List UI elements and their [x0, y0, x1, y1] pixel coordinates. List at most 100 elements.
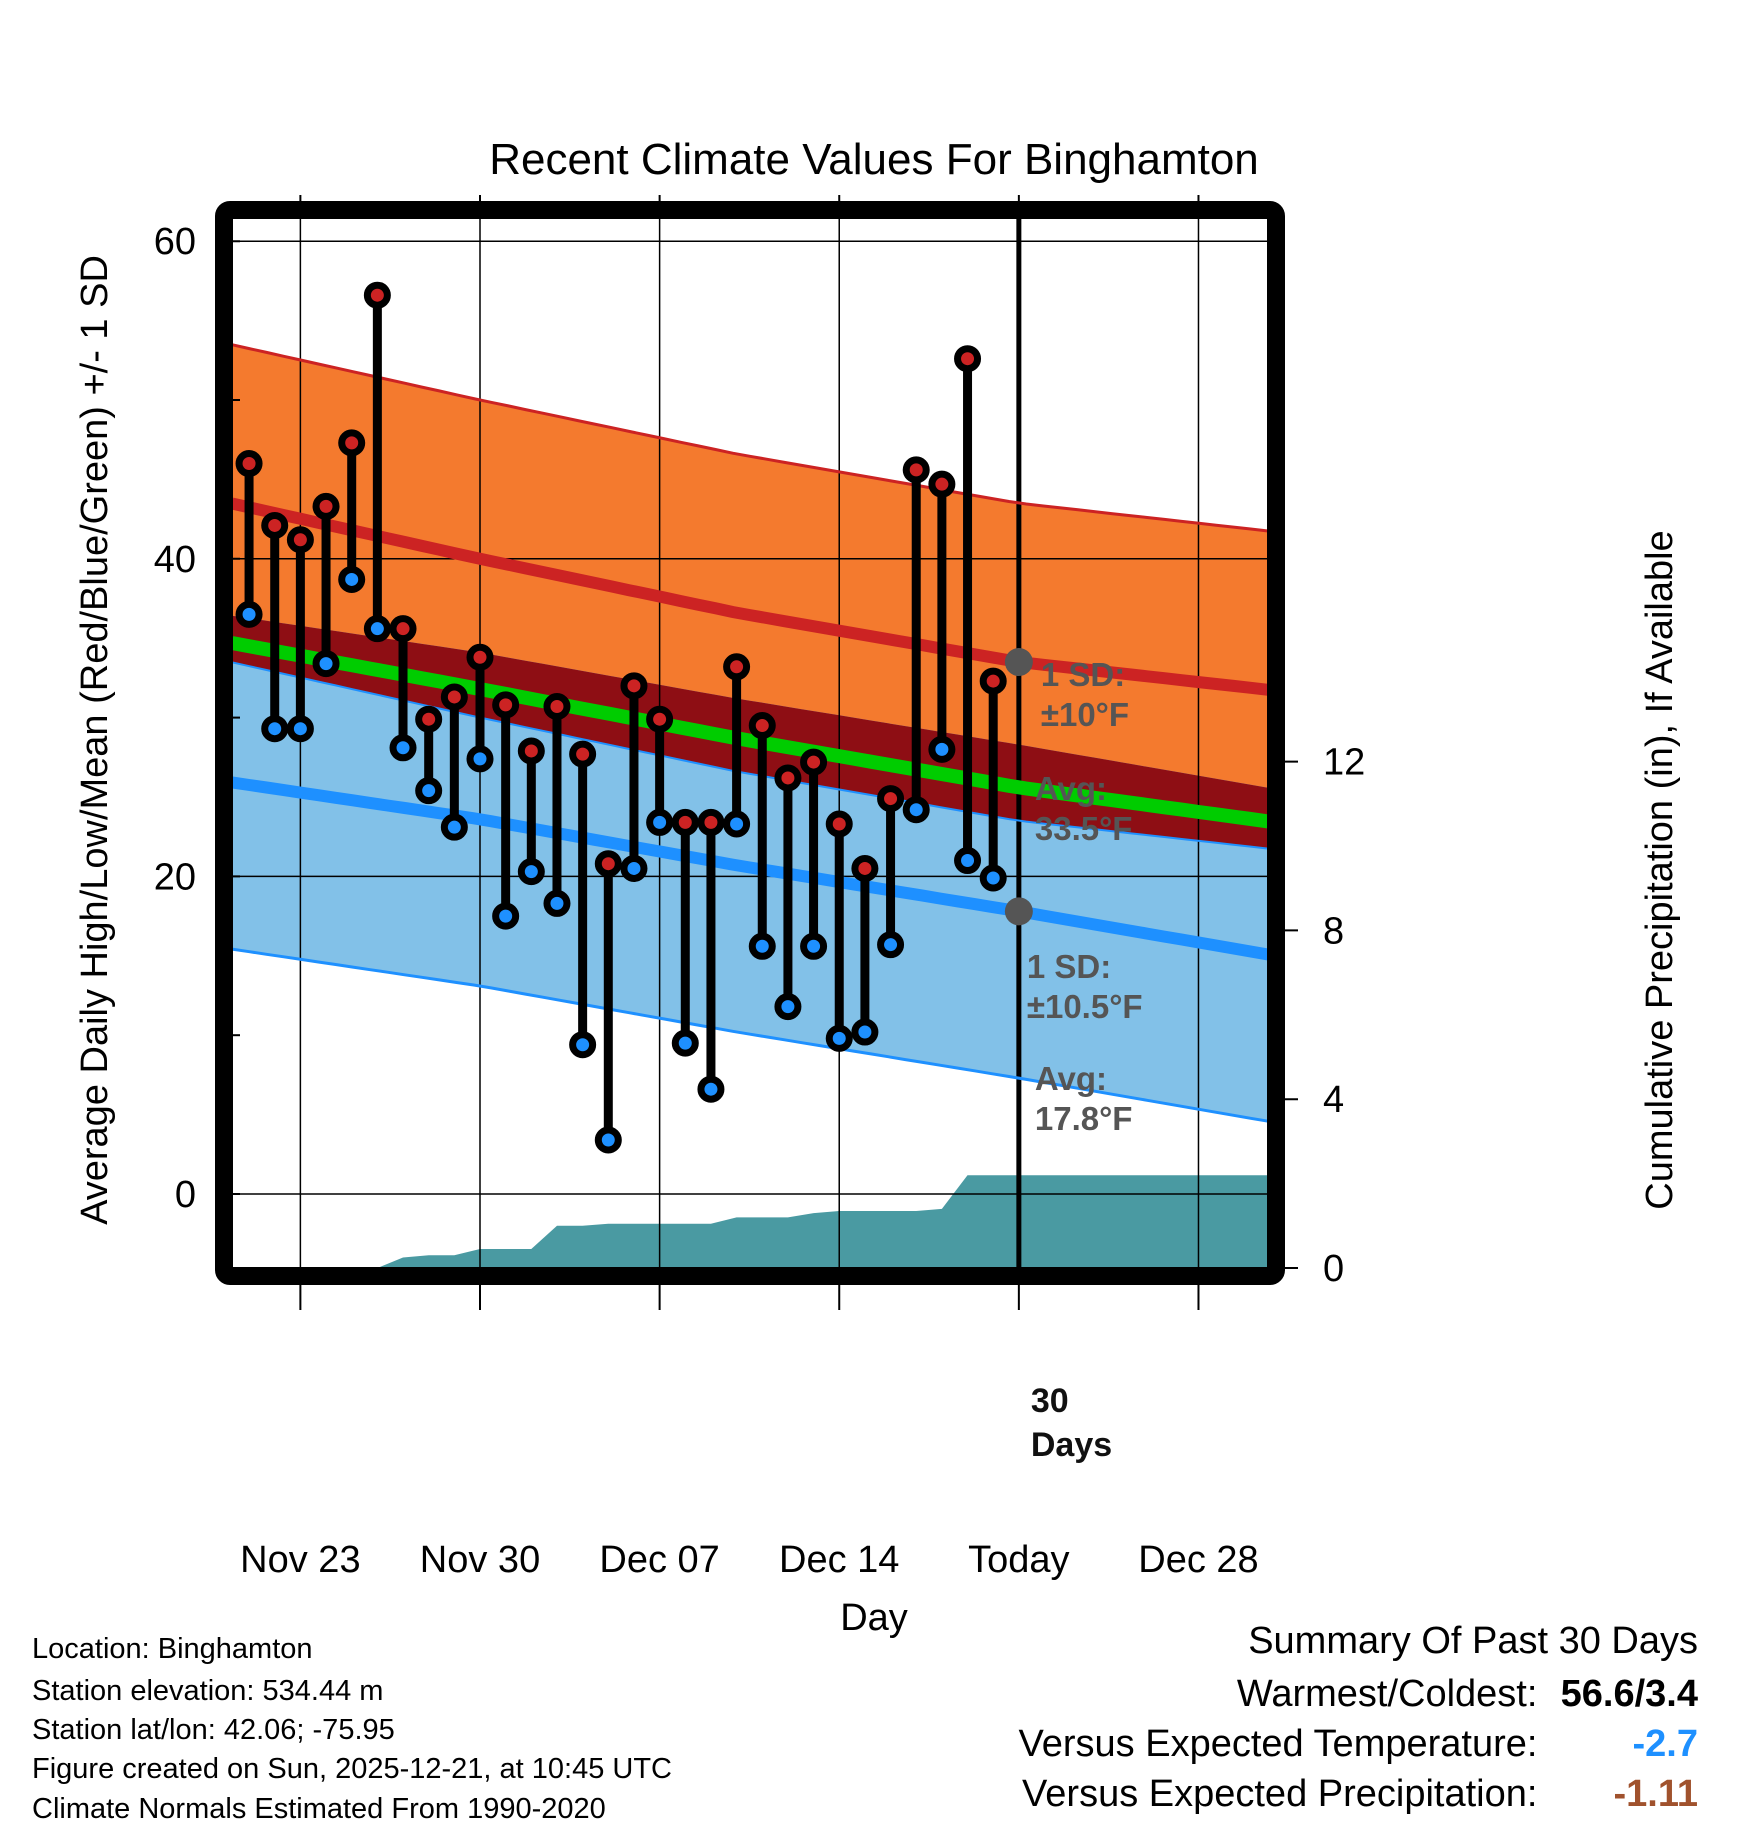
- observed-day: [620, 672, 648, 882]
- low-point: [492, 902, 520, 930]
- low-point: [569, 1031, 597, 1059]
- observed-day: [774, 764, 802, 1021]
- observed-day: [697, 808, 725, 1103]
- observed-day: [312, 492, 340, 678]
- observed-day: [723, 653, 751, 838]
- low-avg-marker: [1004, 897, 1033, 926]
- high-point: [389, 615, 417, 643]
- summary-warmest-row: Warmest/Coldest: 56.6/3.4: [1237, 1673, 1698, 1716]
- low-point: [594, 1126, 622, 1154]
- x-tick-label: Nov 23: [240, 1539, 360, 1581]
- high-point: [748, 712, 776, 740]
- low-point: [928, 735, 956, 763]
- low-sd-label: 1 SD:: [1027, 948, 1111, 985]
- days-label-text: Days: [1031, 1426, 1112, 1464]
- low-point: [338, 565, 366, 593]
- summary-precip-value: -1.11: [1613, 1773, 1698, 1815]
- low-sd-value: ±10.5°F: [1027, 988, 1143, 1025]
- footer-elevation: Station elevation: 534.44 m: [32, 1675, 384, 1707]
- low-avg-label: Avg:: [1035, 1060, 1107, 1097]
- observed-day: [928, 470, 956, 763]
- high-sd-label: 1 SD:: [1041, 656, 1125, 693]
- high-point: [697, 808, 725, 836]
- low-avg-value: 17.8°F: [1035, 1100, 1133, 1137]
- low-point: [671, 1029, 699, 1057]
- low-avg-line: [231, 776, 1270, 961]
- low-point: [389, 734, 417, 762]
- high-point: [261, 511, 289, 539]
- x-tick-label: Dec 07: [599, 1539, 719, 1581]
- x-tick-label: Dec 28: [1138, 1539, 1258, 1581]
- high-point: [543, 692, 571, 720]
- low-point: [312, 650, 340, 678]
- precip-cumulative-area: [232, 1175, 1268, 1268]
- high-plus-sd-line: [231, 343, 1269, 533]
- high-point: [646, 705, 674, 733]
- observed-day: [594, 850, 622, 1154]
- high-point: [954, 345, 982, 373]
- low-point: [851, 1018, 879, 1046]
- low-point: [286, 715, 314, 743]
- observed-day: [825, 810, 853, 1052]
- observed-day: [261, 511, 289, 743]
- observed-day: [851, 854, 879, 1046]
- high-point: [594, 850, 622, 878]
- low-point: [723, 810, 751, 838]
- chart-title: Recent Climate Values For Binghamton: [489, 135, 1259, 184]
- footer-latlon: Station lat/lon: 42.06; -75.95: [32, 1714, 395, 1746]
- observed-day: [877, 785, 905, 959]
- summary-warmest-label: Warmest/Coldest:: [1236, 1673, 1538, 1715]
- plot-border: [215, 201, 1285, 1285]
- observed-series: [235, 281, 1007, 1154]
- observed-day: [800, 748, 828, 960]
- normal-lines: [230, 343, 1270, 1123]
- high-point: [902, 456, 930, 484]
- summary-temp-label: Versus Expected Temperature:: [1018, 1723, 1538, 1765]
- low-point: [748, 932, 776, 960]
- high-point: [338, 429, 366, 457]
- summary-heading: Summary Of Past 30 Days: [1248, 1620, 1698, 1662]
- low-point: [363, 615, 391, 643]
- observed-day: [389, 615, 417, 762]
- low-point: [543, 889, 571, 917]
- high-point: [928, 470, 956, 498]
- high-point: [312, 492, 340, 520]
- observed-day: [954, 345, 982, 875]
- y-tick-label: 40: [154, 539, 196, 581]
- observed-day: [517, 737, 545, 886]
- low-point: [877, 931, 905, 959]
- high-point: [415, 705, 443, 733]
- y2-axis-label: Cumulative Precipitation (in), If Availa…: [1639, 530, 1681, 1209]
- high-point: [800, 748, 828, 776]
- high-point: [466, 643, 494, 671]
- observed-day: [646, 705, 674, 836]
- high-point: [569, 740, 597, 768]
- high-point: [235, 450, 263, 478]
- observed-day: [671, 808, 699, 1057]
- high-point: [440, 683, 468, 711]
- low-point: [466, 745, 494, 773]
- summary-temp-value: -2.7: [1632, 1723, 1698, 1765]
- high-point: [492, 691, 520, 719]
- footer-location: Location: Binghamton: [32, 1633, 313, 1665]
- high-point: [286, 526, 314, 554]
- y2-tick-label: 12: [1323, 742, 1365, 784]
- days-label-number: 30: [1031, 1382, 1069, 1420]
- observed-day: [338, 429, 366, 593]
- y-tick-label: 20: [154, 856, 196, 898]
- low-point: [620, 854, 648, 882]
- high-point: [517, 737, 545, 765]
- low-point: [235, 600, 263, 628]
- observed-day: [466, 643, 494, 773]
- high-sd-band: [232, 344, 1268, 849]
- observed-day: [902, 456, 930, 824]
- footer-normals: Climate Normals Estimated From 1990-2020: [32, 1793, 606, 1825]
- low-point: [774, 993, 802, 1021]
- high-point: [851, 854, 879, 882]
- low-point: [517, 858, 545, 886]
- high-point: [825, 810, 853, 838]
- high-point: [363, 281, 391, 309]
- observed-day: [569, 740, 597, 1059]
